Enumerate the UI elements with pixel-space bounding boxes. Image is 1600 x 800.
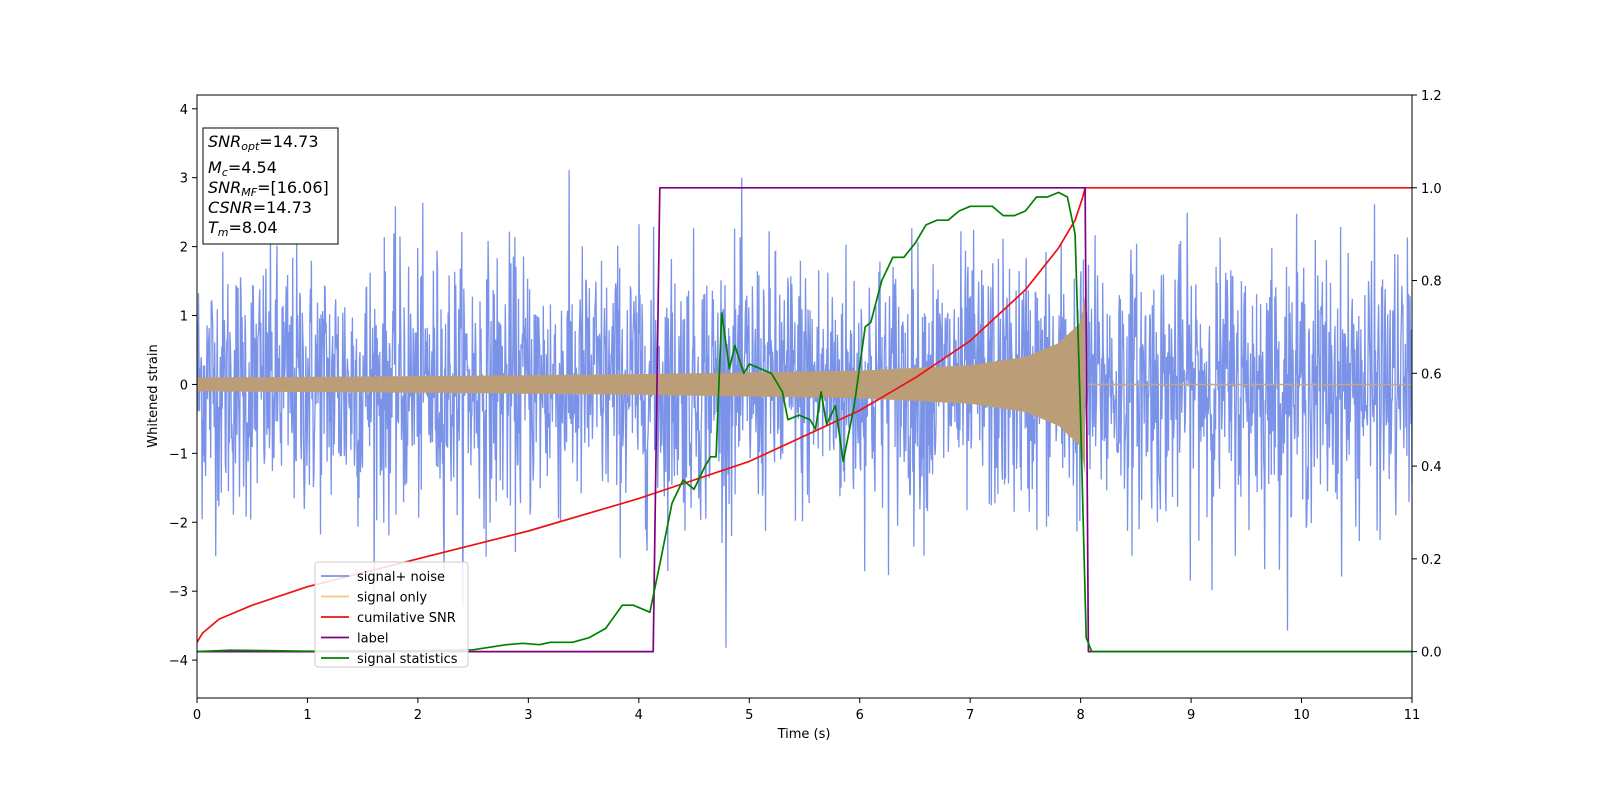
y-left-axis-ticks: −4 −3 −2 −1 0 1 2 3 4	[169, 103, 197, 669]
signal-only-envelope	[197, 294, 1086, 474]
x-tick-label: 8	[1076, 708, 1084, 723]
y-right-tick-label: 0.0	[1421, 646, 1442, 661]
x-tick-label: 10	[1293, 708, 1310, 723]
info-line: Tm=8.04	[208, 218, 278, 239]
y-left-tick-label: −1	[169, 447, 188, 462]
x-tick-label: 7	[966, 708, 974, 723]
series-right-axis-lines	[197, 186, 1412, 653]
plot-frame	[196, 94, 1413, 699]
legend-label: label	[357, 632, 388, 647]
x-tick-label: 11	[1404, 708, 1421, 723]
legend-frame	[314, 561, 469, 668]
legend-label: cumilative SNR	[357, 611, 456, 626]
x-tick-label: 2	[414, 708, 422, 723]
y-right-tick-label: 1.0	[1421, 182, 1442, 197]
y-left-tick-label: 3	[180, 172, 188, 187]
y-right-tick-label: 0.2	[1421, 553, 1442, 568]
info-line: Mc=4.54	[208, 158, 277, 179]
x-tick-label: 4	[635, 708, 643, 723]
y-left-tick-label: 4	[180, 103, 188, 118]
info-line: SNRMF=[16.06]	[208, 178, 329, 199]
x-tick-label: 0	[193, 708, 201, 723]
x-tick-label: 6	[856, 708, 864, 723]
y-left-tick-label: 2	[180, 241, 188, 256]
y-left-tick-label: 0	[180, 378, 188, 393]
info-line: CSNR=14.73	[208, 198, 312, 217]
y-left-tick-label: −2	[169, 516, 188, 531]
x-tick-label: 3	[524, 708, 532, 723]
series-cumilative-snr-line	[197, 186, 1412, 643]
info-box: SNRopt=14.73 Mc=4.54SNRMF=[16.06]CSNR=14.…	[202, 127, 339, 245]
y-left-axis-label: Whitened strain	[146, 344, 161, 447]
y-left-tick-label: −3	[169, 585, 188, 600]
x-axis-label: Time (s)	[777, 727, 831, 742]
legend-label: signal statistics	[357, 652, 458, 667]
info-line: SNRopt=14.73	[208, 132, 319, 153]
legend-label: signal+ noise	[357, 570, 445, 585]
y-right-axis-ticks: 0.0 0.2 0.4 0.6 0.8 1.0 1.2	[1412, 89, 1442, 661]
series-signal-statistics-line	[197, 191, 1412, 653]
x-tick-label: 1	[303, 708, 311, 723]
y-left-tick-label: 1	[180, 310, 188, 325]
y-right-tick-label: 0.8	[1421, 275, 1442, 290]
legend-label: signal only	[357, 591, 427, 606]
y-left-tick-label: −4	[169, 654, 188, 669]
legend: signal+ noise signal only cumilative SNR la…	[314, 561, 469, 668]
y-right-tick-label: 1.2	[1421, 89, 1442, 104]
info-box-frame	[202, 127, 339, 245]
y-right-tick-label: 0.6	[1421, 367, 1442, 382]
x-axis-ticks: 0 1 2 3 4 5 6 7 8 9 10 11	[193, 698, 1420, 723]
y-right-tick-label: 0.4	[1421, 460, 1442, 475]
series-signal-only	[197, 294, 1412, 474]
x-tick-label: 5	[745, 708, 753, 723]
x-tick-label: 9	[1187, 708, 1195, 723]
